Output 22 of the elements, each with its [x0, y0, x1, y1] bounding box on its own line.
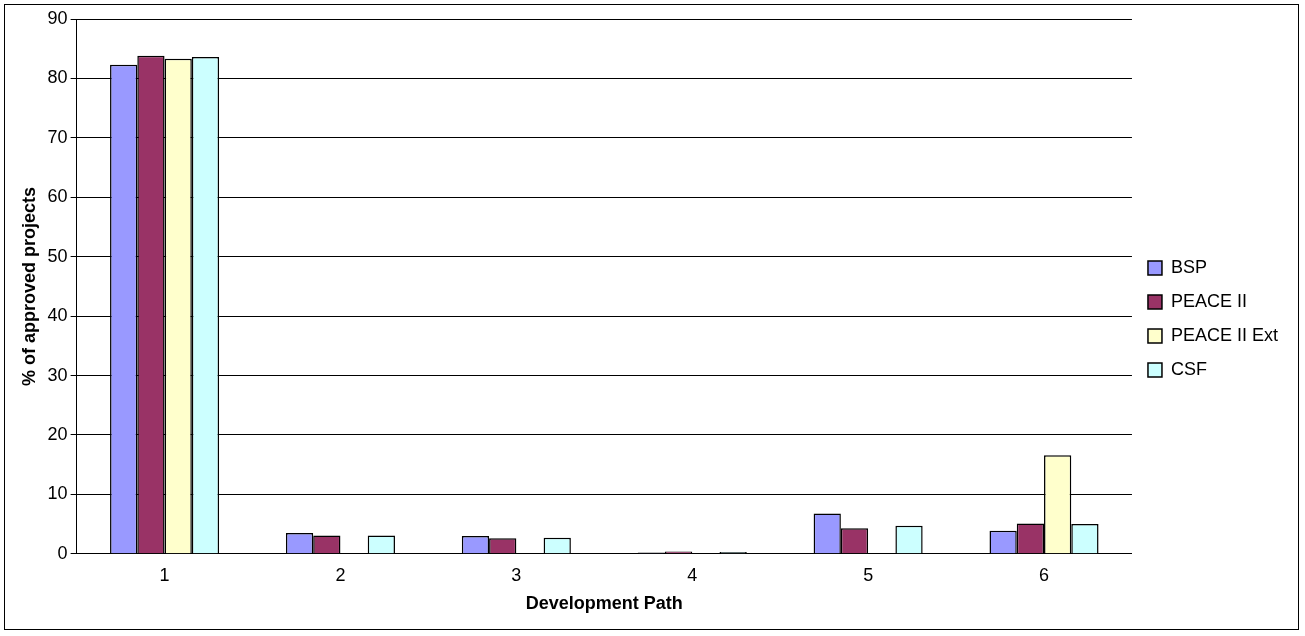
y-axis-title: % of approved projects	[18, 186, 39, 386]
y-tick-label: 20	[47, 423, 68, 444]
y-tick-label: 60	[47, 186, 68, 207]
y-tick-label: 0	[57, 542, 68, 563]
x-tick-label: 3	[511, 564, 522, 585]
legend-label: BSP	[1170, 256, 1207, 277]
x-tick-label: 5	[863, 564, 874, 585]
y-tick-label: 10	[47, 483, 68, 504]
y-tick-label: 40	[47, 305, 68, 326]
legend-label: PEACE II	[1170, 290, 1247, 311]
x-tick-label: 6	[1039, 564, 1050, 585]
x-tick-label: 2	[335, 564, 346, 585]
y-tick-label: 70	[47, 126, 68, 147]
x-axis-title: Development Path	[525, 593, 683, 614]
y-tick-label: 90	[47, 7, 68, 28]
x-tick-label: 4	[687, 564, 698, 585]
x-tick-label: 1	[159, 564, 170, 585]
legend-label: PEACE II Ext	[1170, 324, 1279, 345]
y-tick-label: 30	[47, 364, 68, 385]
y-tick-label: 80	[47, 67, 68, 88]
y-tick-label: 50	[47, 245, 68, 266]
legend-label: CSF	[1170, 358, 1207, 379]
